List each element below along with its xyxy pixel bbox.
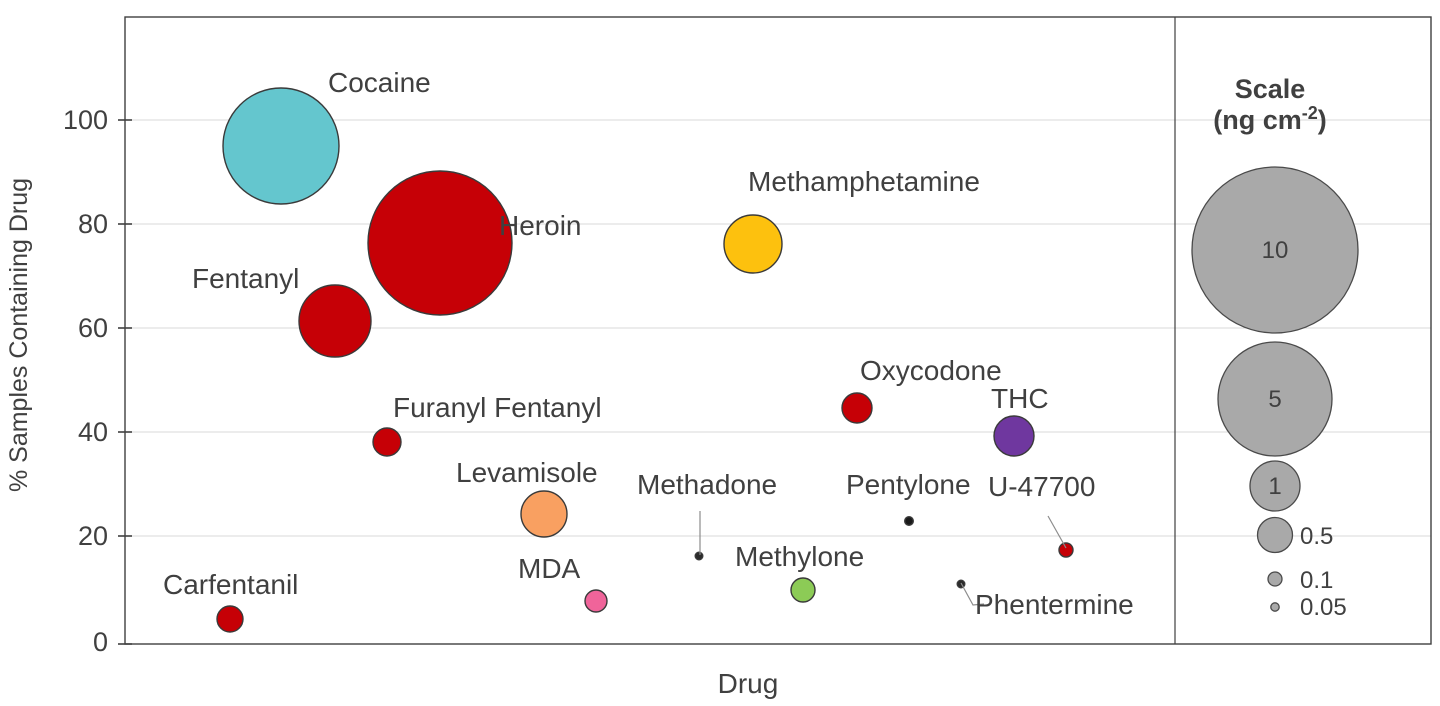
- svg-text:0.5: 0.5: [1300, 523, 1333, 550]
- svg-text:Pentylone: Pentylone: [846, 469, 971, 500]
- svg-text:1: 1: [1268, 473, 1281, 500]
- svg-text:0.1: 0.1: [1300, 567, 1333, 594]
- svg-text:20: 20: [78, 521, 108, 551]
- svg-text:0.05: 0.05: [1300, 594, 1347, 621]
- svg-text:60: 60: [78, 313, 108, 343]
- svg-text:10: 10: [1262, 237, 1289, 264]
- svg-text:Methamphetamine: Methamphetamine: [748, 166, 980, 197]
- svg-text:MDA: MDA: [518, 553, 581, 584]
- svg-text:Methylone: Methylone: [735, 541, 864, 572]
- svg-text:Carfentanil: Carfentanil: [163, 569, 298, 600]
- svg-text:Fentanyl: Fentanyl: [192, 263, 299, 294]
- svg-text:U-47700: U-47700: [988, 471, 1095, 502]
- svg-text:Heroin: Heroin: [499, 210, 581, 241]
- svg-text:Levamisole: Levamisole: [456, 457, 598, 488]
- svg-text:80: 80: [78, 209, 108, 239]
- svg-text:Scale: Scale: [1235, 74, 1306, 104]
- svg-text:Phentermine: Phentermine: [975, 589, 1134, 620]
- svg-text:Drug: Drug: [718, 668, 779, 699]
- svg-text:0: 0: [93, 627, 108, 657]
- svg-text:100: 100: [63, 105, 108, 135]
- svg-text:5: 5: [1268, 386, 1281, 413]
- svg-text:Oxycodone: Oxycodone: [860, 355, 1002, 386]
- svg-text:40: 40: [78, 417, 108, 447]
- svg-text:% Samples Containing Drug: % Samples Containing Drug: [5, 178, 33, 492]
- svg-text:Furanyl Fentanyl: Furanyl Fentanyl: [393, 392, 602, 423]
- svg-text:Cocaine: Cocaine: [328, 67, 431, 98]
- svg-text:(ng cm-2): (ng cm-2): [1213, 103, 1327, 135]
- svg-text:THC: THC: [991, 383, 1049, 414]
- svg-text:Methadone: Methadone: [637, 469, 777, 500]
